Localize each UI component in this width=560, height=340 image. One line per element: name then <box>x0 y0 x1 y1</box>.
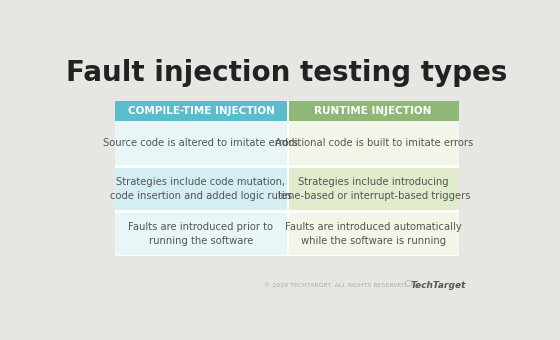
FancyBboxPatch shape <box>115 101 459 256</box>
FancyBboxPatch shape <box>288 121 459 165</box>
FancyBboxPatch shape <box>115 168 287 210</box>
Text: Source code is altered to imitate errors: Source code is altered to imitate errors <box>104 138 298 148</box>
FancyBboxPatch shape <box>288 168 459 210</box>
Text: Faults are introduced automatically
while the software is running: Faults are introduced automatically whil… <box>286 222 462 246</box>
Text: Strategies include introducing
time-based or interrupt-based triggers: Strategies include introducing time-base… <box>278 177 470 201</box>
Text: Fault injection testing types: Fault injection testing types <box>66 59 508 87</box>
Text: Strategies include code mutation,
code insertion and added logic rules: Strategies include code mutation, code i… <box>110 177 292 201</box>
Text: © 2019 TECHTARGET. ALL RIGHTS RESERVED.: © 2019 TECHTARGET. ALL RIGHTS RESERVED. <box>264 283 408 288</box>
Text: TechTarget: TechTarget <box>411 281 466 290</box>
Text: COMPILE-TIME INJECTION: COMPILE-TIME INJECTION <box>128 106 274 116</box>
FancyBboxPatch shape <box>115 213 287 255</box>
FancyBboxPatch shape <box>288 101 459 121</box>
Text: Faults are introduced prior to
running the software: Faults are introduced prior to running t… <box>128 222 273 246</box>
FancyBboxPatch shape <box>288 213 459 255</box>
FancyBboxPatch shape <box>115 121 287 165</box>
FancyBboxPatch shape <box>115 101 287 121</box>
Text: RUNTIME INJECTION: RUNTIME INJECTION <box>314 106 432 116</box>
Text: Additional code is built to imitate errors: Additional code is built to imitate erro… <box>274 138 473 148</box>
